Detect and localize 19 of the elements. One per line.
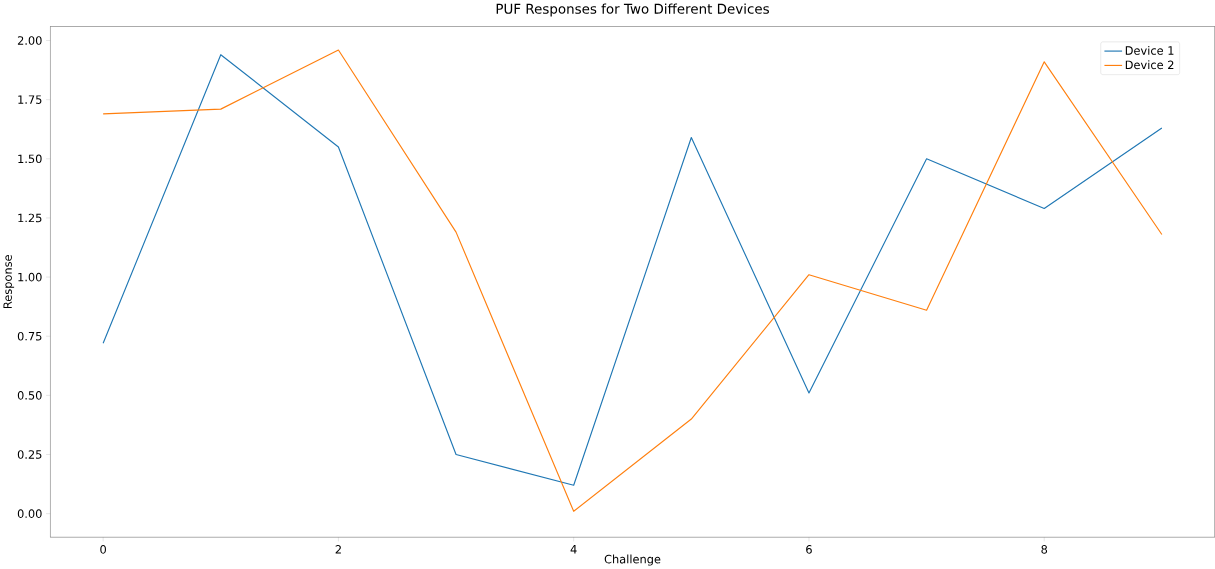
- y-tick-label: 1.00: [18, 272, 42, 282]
- x-tick-label: 4: [570, 545, 577, 554]
- x-tick-label: 0: [100, 545, 106, 554]
- x-tick-label: 8: [1041, 545, 1048, 554]
- y-tick-label: 2.00: [17, 36, 42, 45]
- x-axis-title: Challenge: [604, 554, 661, 566]
- y-tick-label: 1.25: [18, 213, 42, 223]
- legend-label: Device 1: [1125, 45, 1174, 55]
- y-tick-label: 1.50: [18, 154, 42, 164]
- y-tick-label: 0.25: [17, 450, 42, 459]
- chart-title: PUF Responses for Two Different Devices: [496, 3, 769, 17]
- x-tick-label: 2: [335, 545, 341, 554]
- y-axis-title: Response: [3, 255, 15, 308]
- y-tick-label: 0.50: [17, 391, 42, 400]
- legend-label: Device 2: [1125, 60, 1174, 70]
- y-tick-label: 1.75: [18, 95, 42, 104]
- y-tick-label: 0.75: [17, 331, 42, 341]
- y-tick-label: 0.00: [17, 509, 42, 518]
- x-tick-label: 6: [806, 545, 812, 554]
